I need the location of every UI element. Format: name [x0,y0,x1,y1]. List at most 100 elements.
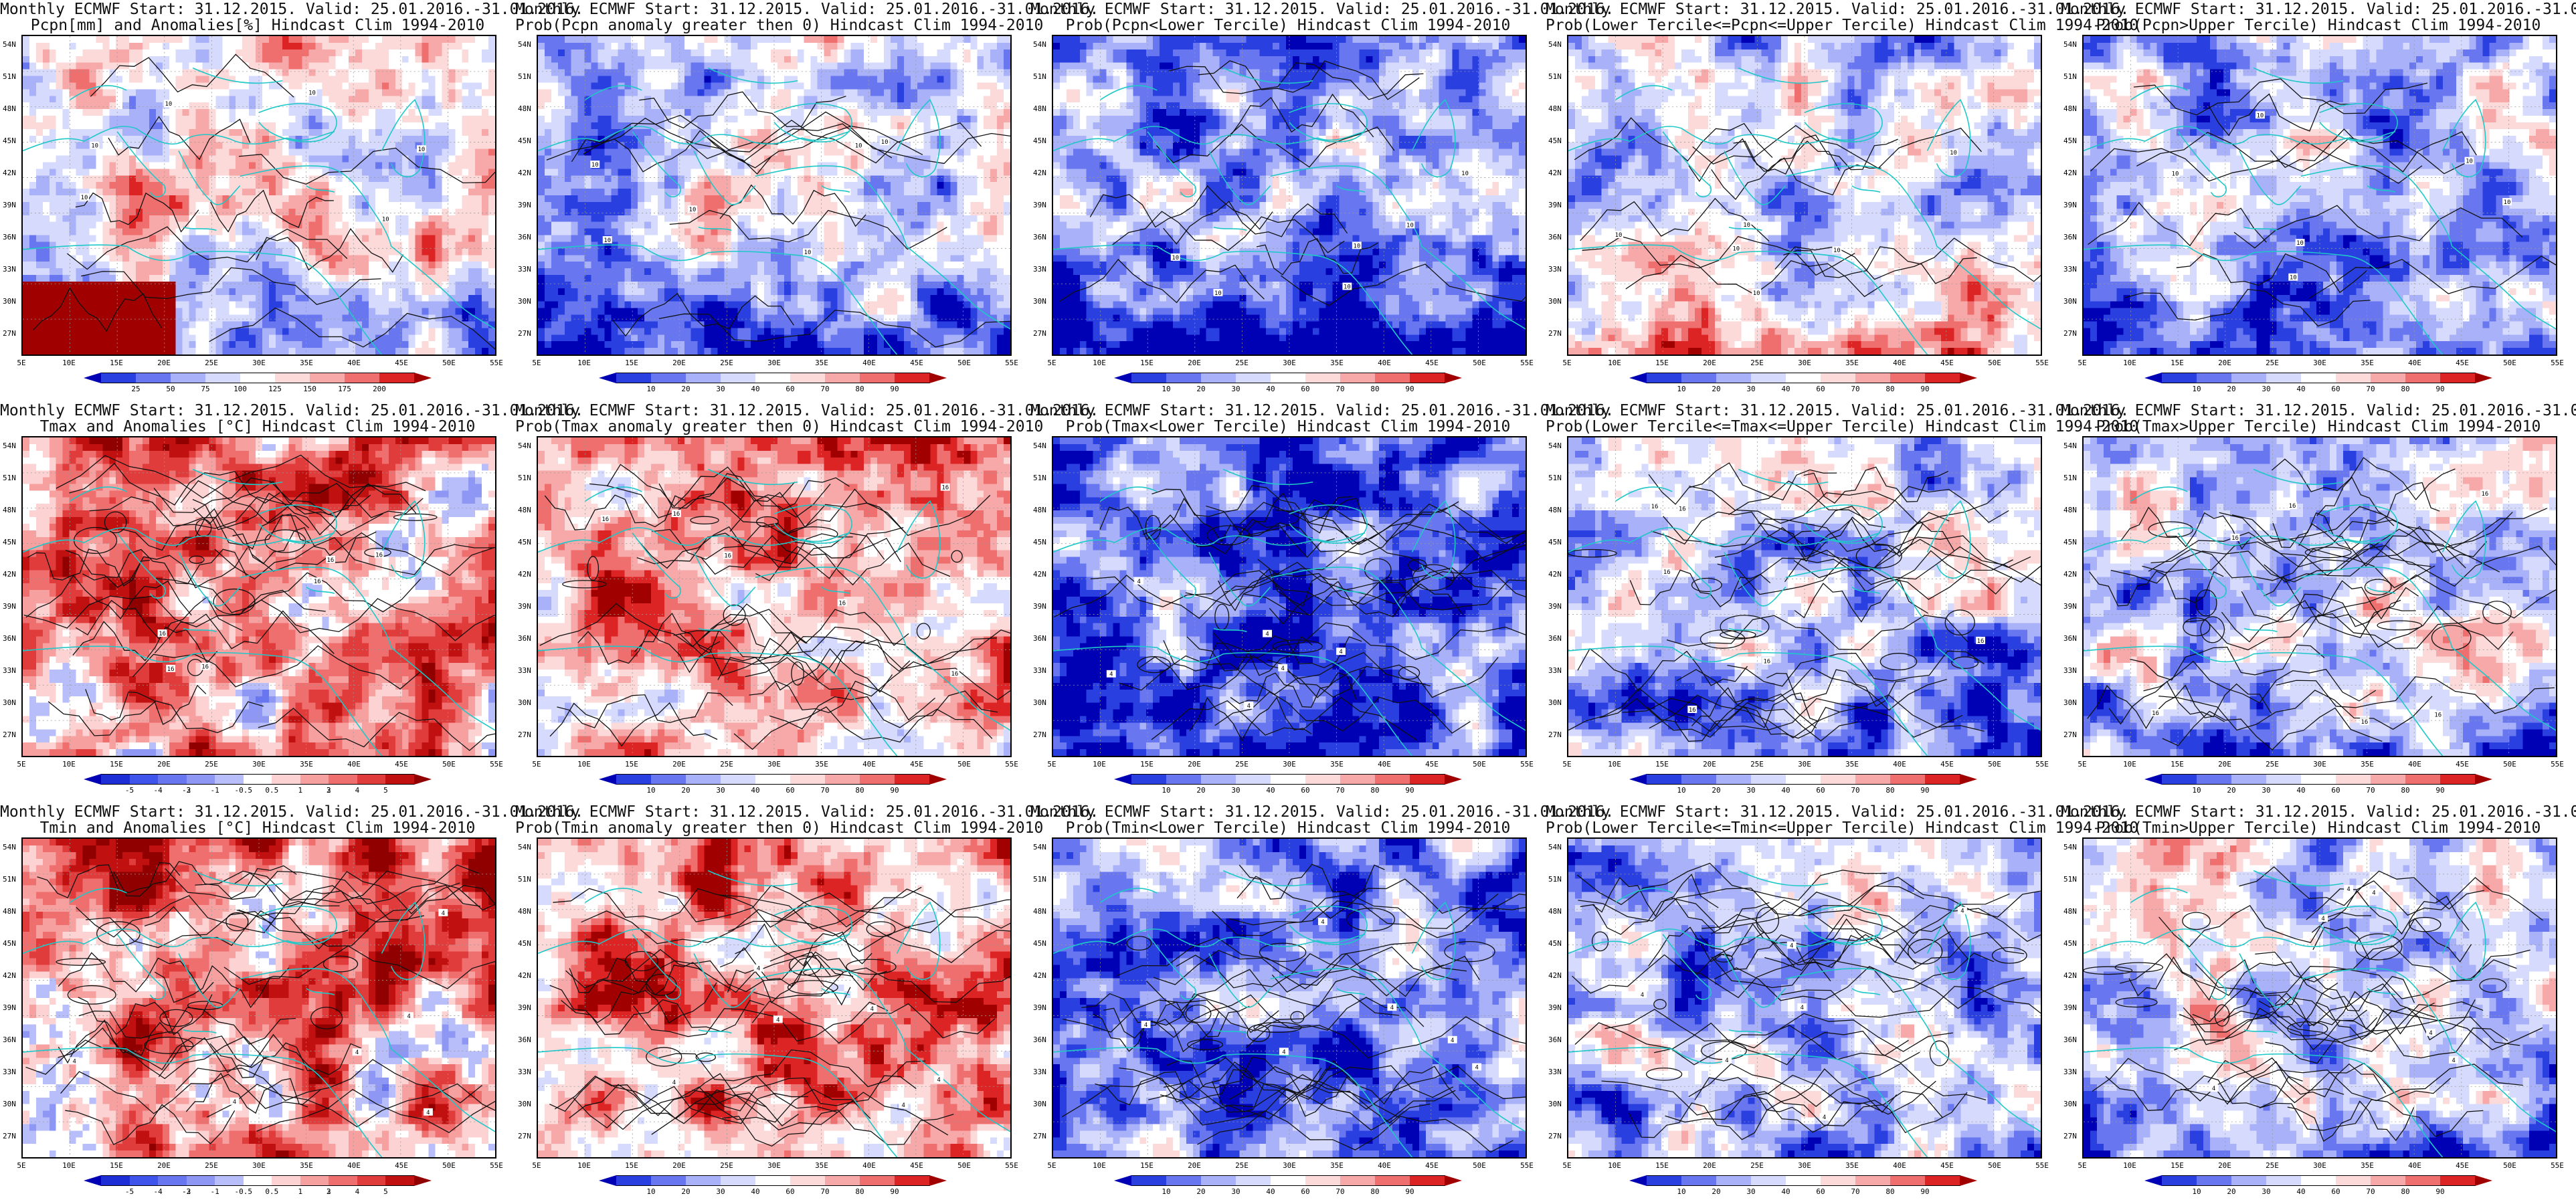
colorbar-segment [1786,373,1821,383]
colorbar-tick-label: 80 [1370,786,1379,795]
longitude-label: 50E [2503,760,2516,769]
latitude-label: 48N [518,907,531,916]
colorbar-tick-label: 40 [1781,1187,1790,1196]
longitude-label: 30E [767,359,781,367]
colorbar-tick-label: 80 [2401,1187,2409,1196]
colorbar-segment [1271,373,1306,383]
latitude-label: 36N [1548,233,1562,241]
latitude-label: 45N [1548,538,1562,546]
longitude-label: 10E [2123,359,2136,367]
longitude-label: 40E [1378,359,1391,367]
colorbar-segment [1131,774,1167,785]
colorbar-tick-label: 40 [2296,385,2305,393]
latitude-label: 51N [518,72,531,81]
panel-title-line-2: Pcpn[mm] and Anomalies[%] Hindcast Clim … [0,17,515,34]
colorbar-segment [171,373,206,383]
longitude-label: 55E [2551,1161,2564,1170]
longitude-label: 55E [490,1161,503,1170]
longitude-label: 40E [1378,1161,1391,1170]
colorbar-segment [1925,373,1960,383]
colorbar-tick-label: 20 [681,1187,690,1196]
longitude-label: 45E [1940,359,1954,367]
colorbar-segment [2336,373,2371,383]
colorbar-segment [2266,373,2302,383]
colorbar-tick-label: 70 [1851,786,1859,795]
panel-title-line-1: Monthly ECMWF Start: 31.12.2015. Valid: … [1030,804,1614,821]
forecast-map-panel: Monthly ECMWF Start: 31.12.2015. Valid: … [1546,803,2138,1204]
forecast-map-panel: Monthly ECMWF Start: 31.12.2015. Valid: … [1546,401,2138,803]
forecast-map: 16 16 16 16 16 16 [2082,436,2557,757]
colorbar-segment [1716,373,1752,383]
colorbar-low-end [1629,774,1647,785]
colorbar-tick-label: 70 [1851,1187,1859,1196]
latitude-label: 45N [1548,939,1562,948]
colorbar-segment [1375,774,1410,785]
latitude-label: 48N [3,907,16,916]
colorbar-segment [1681,1175,1717,1186]
colorbar-segment [1681,373,1717,383]
colorbar-tick-label: 150 [303,385,316,393]
longitude-label: 35E [1330,359,1344,367]
longitude-label: 35E [300,1161,313,1170]
latitude-label: 27N [3,730,16,739]
panel-title-line-2: Prob(Lower Tercile<=Pcpn<=Upper Tercile)… [1546,17,2138,34]
svg-text:10: 10 [418,146,426,153]
longitude-label: 5E [1562,1161,1571,1170]
longitude-label: 35E [300,359,313,367]
latitude-label: 27N [3,329,16,338]
colorbar-tick-label: 60 [786,385,794,393]
colorbar-tick-label: 40 [1266,786,1275,795]
colorbar-low-end [1629,373,1647,383]
longitude-label: 35E [2361,359,2374,367]
longitude-label: 5E [1047,359,1056,367]
latitude-label: 42N [1033,971,1046,980]
latitude-label: 42N [518,971,531,980]
longitude-label: 10E [1093,760,1106,769]
colorbar-segment [357,1175,386,1186]
colorbar-tick-label: 20 [1196,1187,1205,1196]
colorbar-tick-label: 10 [1162,385,1170,393]
latitude-label: 27N [518,730,531,739]
latitude-label: 27N [518,1132,531,1140]
colorbar-segment [2336,774,2371,785]
colorbar-segment [1375,1175,1410,1186]
latitude-label: 39N [1033,1003,1046,1012]
latitude-label: 39N [518,602,531,611]
longitude-label: 30E [767,760,781,769]
longitude-label: 5E [17,1161,25,1170]
longitude-label: 20E [2218,760,2231,769]
colorbar-tick-label: 30 [2262,786,2270,795]
latitude-label: 36N [3,233,16,241]
latitude-label: 42N [1548,971,1562,980]
colorbar [599,373,947,383]
colorbar-segment [329,1175,358,1186]
colorbar-segment [1166,774,1202,785]
latitude-label: 33N [2063,265,2077,274]
longitude-label: 35E [815,359,828,367]
longitude-label: 45E [2456,760,2469,769]
latitude-label: 39N [1548,201,1562,209]
longitude-label: 40E [1893,760,1906,769]
longitude-label: 50E [1473,1161,1486,1170]
colorbar-low-end [84,774,101,785]
colorbar-tick-label: 125 [268,385,282,393]
longitude-label: 50E [1473,760,1486,769]
longitude-label: 45E [910,1161,923,1170]
longitude-label: 15E [1655,1161,1669,1170]
longitude-label: 15E [1655,760,1669,769]
latitude-label: 48N [518,506,531,514]
forecast-map-panel: Monthly ECMWF Start: 31.12.2015. Valid: … [515,401,1099,803]
latitude-label: 36N [3,634,16,643]
latitude-label: 27N [1033,730,1046,739]
latitude-label: 42N [1033,169,1046,177]
colorbar-segment [651,373,686,383]
colorbar-segment [272,774,301,785]
colorbar-tick-label: -3 [182,1187,191,1196]
colorbar-segment [1236,373,1271,383]
latitude-label: 48N [3,104,16,113]
